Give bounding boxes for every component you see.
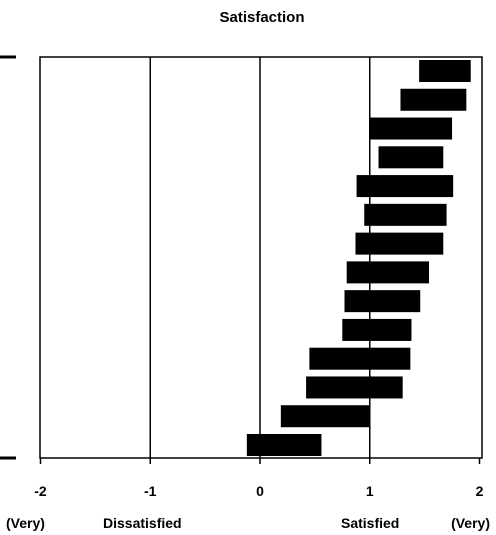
scale-label: Dissatisfied — [103, 515, 182, 531]
range-bar — [378, 146, 444, 169]
x-tick-label: 1 — [366, 483, 374, 499]
range-bar — [356, 175, 454, 198]
x-tick-label: -2 — [34, 483, 47, 499]
range-bars — [246, 60, 471, 456]
x-axis-ticks — [39, 458, 481, 464]
x-tick-label: -1 — [144, 483, 157, 499]
range-bar — [306, 376, 403, 399]
scale-label: (Very) — [6, 515, 45, 531]
x-axis-tick-labels: -2 -1 0 1 2 — [34, 483, 483, 499]
scale-label: Satisfied — [341, 515, 399, 531]
x-tick-label: 2 — [476, 483, 484, 499]
range-bar — [346, 261, 430, 284]
range-bar — [419, 60, 471, 82]
range-bar — [342, 318, 412, 341]
x-tick-label: 0 — [256, 483, 264, 499]
range-bar — [344, 290, 421, 313]
range-bar — [369, 117, 453, 140]
scale-label: (Very) — [451, 515, 490, 531]
range-bar — [355, 232, 444, 255]
scale-labels: (Very) Dissatisfied Satisfied (Very) — [6, 515, 490, 531]
range-bar — [309, 347, 411, 370]
range-bar — [364, 203, 447, 226]
range-bar — [280, 405, 370, 428]
range-bar — [400, 88, 467, 111]
chart-title: Satisfaction — [219, 9, 304, 26]
range-bar — [246, 434, 322, 456]
plot-frame — [39, 56, 483, 459]
